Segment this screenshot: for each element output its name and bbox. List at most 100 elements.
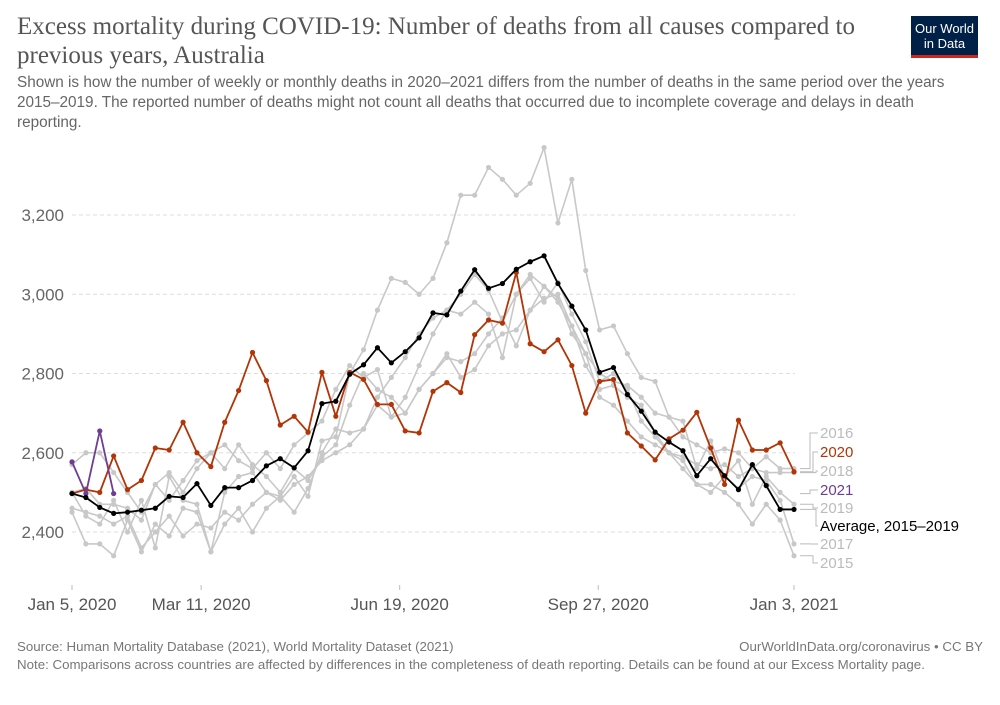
data-point[interactable] [69,490,75,497]
data-point[interactable] [624,418,630,424]
data-point[interactable] [305,429,311,435]
series-average-2015-2019[interactable] [69,253,797,516]
data-point[interactable] [347,402,353,408]
data-point[interactable] [124,487,131,493]
data-point[interactable] [138,477,145,484]
data-point[interactable] [305,493,311,499]
data-point[interactable] [83,513,89,519]
data-point[interactable] [499,176,506,182]
data-point[interactable] [485,317,492,323]
data-point[interactable] [652,378,658,385]
series-2017[interactable] [69,271,797,551]
data-point[interactable] [319,454,325,460]
owid-logo[interactable]: Our World in Data [911,16,978,58]
data-point[interactable] [472,366,478,373]
data-point[interactable] [236,442,242,448]
data-point[interactable] [111,510,117,516]
legend-label[interactable]: 2021 [820,482,853,499]
data-point[interactable] [249,529,256,535]
data-point[interactable] [610,370,617,377]
data-point[interactable] [319,369,325,375]
data-point[interactable] [402,279,408,285]
data-point[interactable] [319,450,325,456]
data-point[interactable] [374,366,381,373]
data-point[interactable] [97,489,103,495]
data-point[interactable] [222,509,228,515]
data-point[interactable] [721,481,728,488]
data-point[interactable] [416,386,422,392]
data-point[interactable] [111,490,117,497]
data-point[interactable] [291,509,297,515]
data-point[interactable] [680,434,686,440]
data-point[interactable] [166,447,172,453]
data-point[interactable] [402,355,408,361]
data-point[interactable] [319,458,325,464]
data-point[interactable] [513,327,519,333]
series-line[interactable] [71,430,115,495]
data-point[interactable] [263,505,269,511]
data-point[interactable] [652,410,658,416]
data-point[interactable] [194,521,200,527]
data-point[interactable] [569,331,575,337]
data-point[interactable] [569,311,575,317]
data-point[interactable] [430,275,436,281]
data-point[interactable] [360,376,367,383]
data-point[interactable] [111,553,117,559]
data-point[interactable] [541,283,547,289]
data-point[interactable] [527,271,533,278]
data-point[interactable] [305,473,311,480]
data-point[interactable] [791,469,797,475]
data-point[interactable] [583,351,589,357]
data-point[interactable] [69,505,75,511]
data-point[interactable] [485,285,492,291]
data-point[interactable] [194,458,200,464]
data-point[interactable] [624,430,630,436]
data-point[interactable] [402,394,408,400]
data-point[interactable] [416,291,422,297]
data-point[interactable] [666,414,672,420]
data-point[interactable] [749,501,755,507]
data-point[interactable] [333,450,339,456]
data-point[interactable] [138,507,145,513]
data-point[interactable] [735,417,742,423]
data-point[interactable] [680,448,686,454]
data-point[interactable] [180,533,186,539]
data-point[interactable] [735,458,742,464]
data-point[interactable] [652,457,658,463]
data-point[interactable] [499,355,506,361]
data-point[interactable] [166,533,172,539]
data-point[interactable] [291,413,297,419]
data-point[interactable] [569,303,575,309]
data-point[interactable] [472,351,478,357]
data-point[interactable] [97,504,103,511]
data-point[interactable] [777,506,783,513]
data-point[interactable] [333,413,339,419]
data-point[interactable] [583,339,589,345]
data-point[interactable] [222,442,228,448]
data-point[interactable] [777,466,783,472]
data-point[interactable] [347,371,353,377]
data-point[interactable] [83,541,89,547]
data-point[interactable] [444,351,450,357]
series-line[interactable] [71,271,795,495]
data-point[interactable] [111,453,117,459]
data-point[interactable] [694,442,700,448]
data-point[interactable] [166,469,172,476]
data-point[interactable] [388,394,394,400]
data-point[interactable] [513,291,519,297]
data-point[interactable] [180,489,186,495]
data-point[interactable] [236,505,242,511]
data-point[interactable] [194,481,200,487]
data-point[interactable] [277,466,283,472]
data-point[interactable] [152,529,158,535]
data-point[interactable] [708,456,714,462]
data-point[interactable] [430,388,436,394]
data-point[interactable] [583,362,589,369]
series-2016[interactable] [69,283,797,515]
data-point[interactable] [721,489,728,495]
data-point[interactable] [374,307,381,313]
data-point[interactable] [485,331,492,337]
data-point[interactable] [180,419,186,425]
data-point[interactable] [527,275,533,281]
data-point[interactable] [791,501,797,507]
